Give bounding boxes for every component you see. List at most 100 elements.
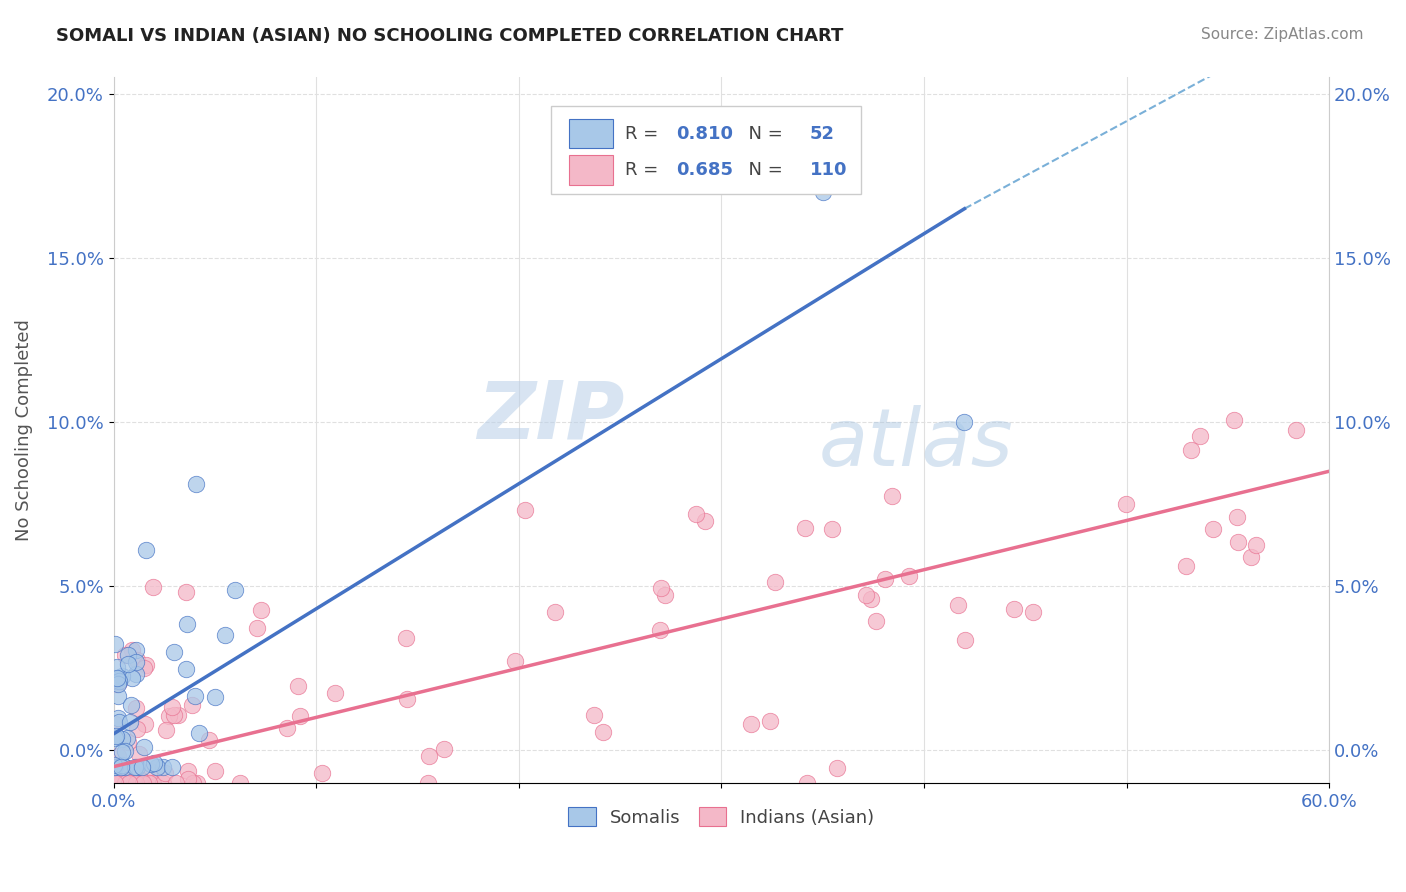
- Point: [505, 654, 527, 668]
- Point: [155, 765, 177, 780]
- Point: [105, 766, 128, 780]
- Point: [214, 628, 236, 642]
- Point: [125, 655, 148, 669]
- Y-axis label: No Schooling Completed: No Schooling Completed: [15, 319, 32, 541]
- Point: [166, 708, 188, 723]
- Point: [114, 759, 136, 773]
- Point: [108, 674, 131, 689]
- Text: 52: 52: [810, 125, 835, 143]
- Point: [105, 659, 128, 673]
- Point: [811, 186, 834, 200]
- Point: [1240, 549, 1263, 564]
- Point: [820, 523, 842, 537]
- Point: [117, 735, 139, 749]
- Point: [129, 773, 152, 788]
- Point: [132, 776, 155, 790]
- Point: [118, 776, 141, 790]
- Point: [111, 668, 134, 682]
- Point: [740, 716, 762, 731]
- Point: [103, 757, 125, 772]
- Point: [187, 726, 209, 740]
- Point: [865, 615, 887, 629]
- Point: [107, 690, 129, 704]
- Point: [873, 572, 896, 586]
- Point: [157, 708, 180, 723]
- Point: [204, 690, 226, 704]
- Point: [693, 514, 716, 528]
- Point: [132, 740, 155, 755]
- Point: [180, 698, 202, 713]
- Point: [796, 776, 818, 790]
- Point: [953, 633, 976, 648]
- Point: [224, 583, 246, 598]
- Point: [139, 756, 162, 771]
- Point: [183, 690, 205, 704]
- Point: [654, 589, 676, 603]
- Point: [127, 653, 149, 667]
- Point: [246, 622, 269, 636]
- Point: [794, 521, 817, 535]
- Point: [882, 489, 904, 503]
- Point: [418, 749, 440, 764]
- Point: [1004, 602, 1026, 616]
- Point: [146, 759, 169, 773]
- Text: R =: R =: [626, 125, 665, 143]
- Point: [138, 764, 160, 779]
- Point: [105, 677, 128, 691]
- Point: [104, 731, 127, 745]
- Point: [131, 759, 153, 773]
- Point: [142, 776, 165, 790]
- Point: [125, 667, 148, 681]
- Point: [114, 744, 136, 758]
- Point: [107, 672, 129, 686]
- Point: [114, 776, 136, 790]
- Point: [110, 759, 132, 773]
- Text: atlas: atlas: [818, 405, 1014, 483]
- Point: [860, 592, 883, 607]
- Point: [128, 776, 150, 790]
- Text: 0.685: 0.685: [676, 161, 734, 179]
- Point: [121, 764, 143, 779]
- Point: [105, 729, 128, 743]
- Point: [174, 585, 197, 599]
- Point: [132, 660, 155, 674]
- Text: N =: N =: [737, 161, 789, 179]
- Point: [125, 701, 148, 715]
- Point: [1202, 522, 1225, 536]
- Point: [104, 717, 127, 731]
- Point: [181, 776, 204, 790]
- Point: [129, 776, 152, 790]
- Point: [648, 624, 671, 638]
- Point: [152, 759, 174, 773]
- Point: [135, 657, 157, 672]
- Text: 0.810: 0.810: [676, 125, 734, 143]
- Point: [765, 574, 787, 589]
- Point: [582, 708, 605, 723]
- Point: [141, 776, 163, 790]
- Point: [105, 674, 128, 689]
- Point: [124, 776, 146, 790]
- Point: [759, 714, 782, 728]
- Point: [111, 765, 134, 780]
- Point: [685, 507, 707, 521]
- Point: [395, 692, 418, 706]
- Text: SOMALI VS INDIAN (ASIAN) NO SCHOOLING COMPLETED CORRELATION CHART: SOMALI VS INDIAN (ASIAN) NO SCHOOLING CO…: [56, 27, 844, 45]
- Legend: Somalis, Indians (Asian): Somalis, Indians (Asian): [561, 800, 882, 834]
- Point: [114, 648, 136, 662]
- Point: [323, 686, 346, 700]
- Point: [1226, 535, 1249, 549]
- Point: [249, 603, 271, 617]
- Point: [155, 723, 177, 738]
- FancyBboxPatch shape: [569, 155, 613, 185]
- Point: [121, 776, 143, 790]
- Point: [855, 588, 877, 602]
- Point: [165, 776, 187, 790]
- Point: [111, 732, 134, 747]
- Point: [110, 776, 132, 790]
- Point: [592, 725, 614, 739]
- Point: [1022, 605, 1045, 619]
- Point: [1244, 537, 1267, 551]
- Text: Source: ZipAtlas.com: Source: ZipAtlas.com: [1201, 27, 1364, 42]
- Point: [117, 731, 139, 745]
- Point: [112, 776, 135, 790]
